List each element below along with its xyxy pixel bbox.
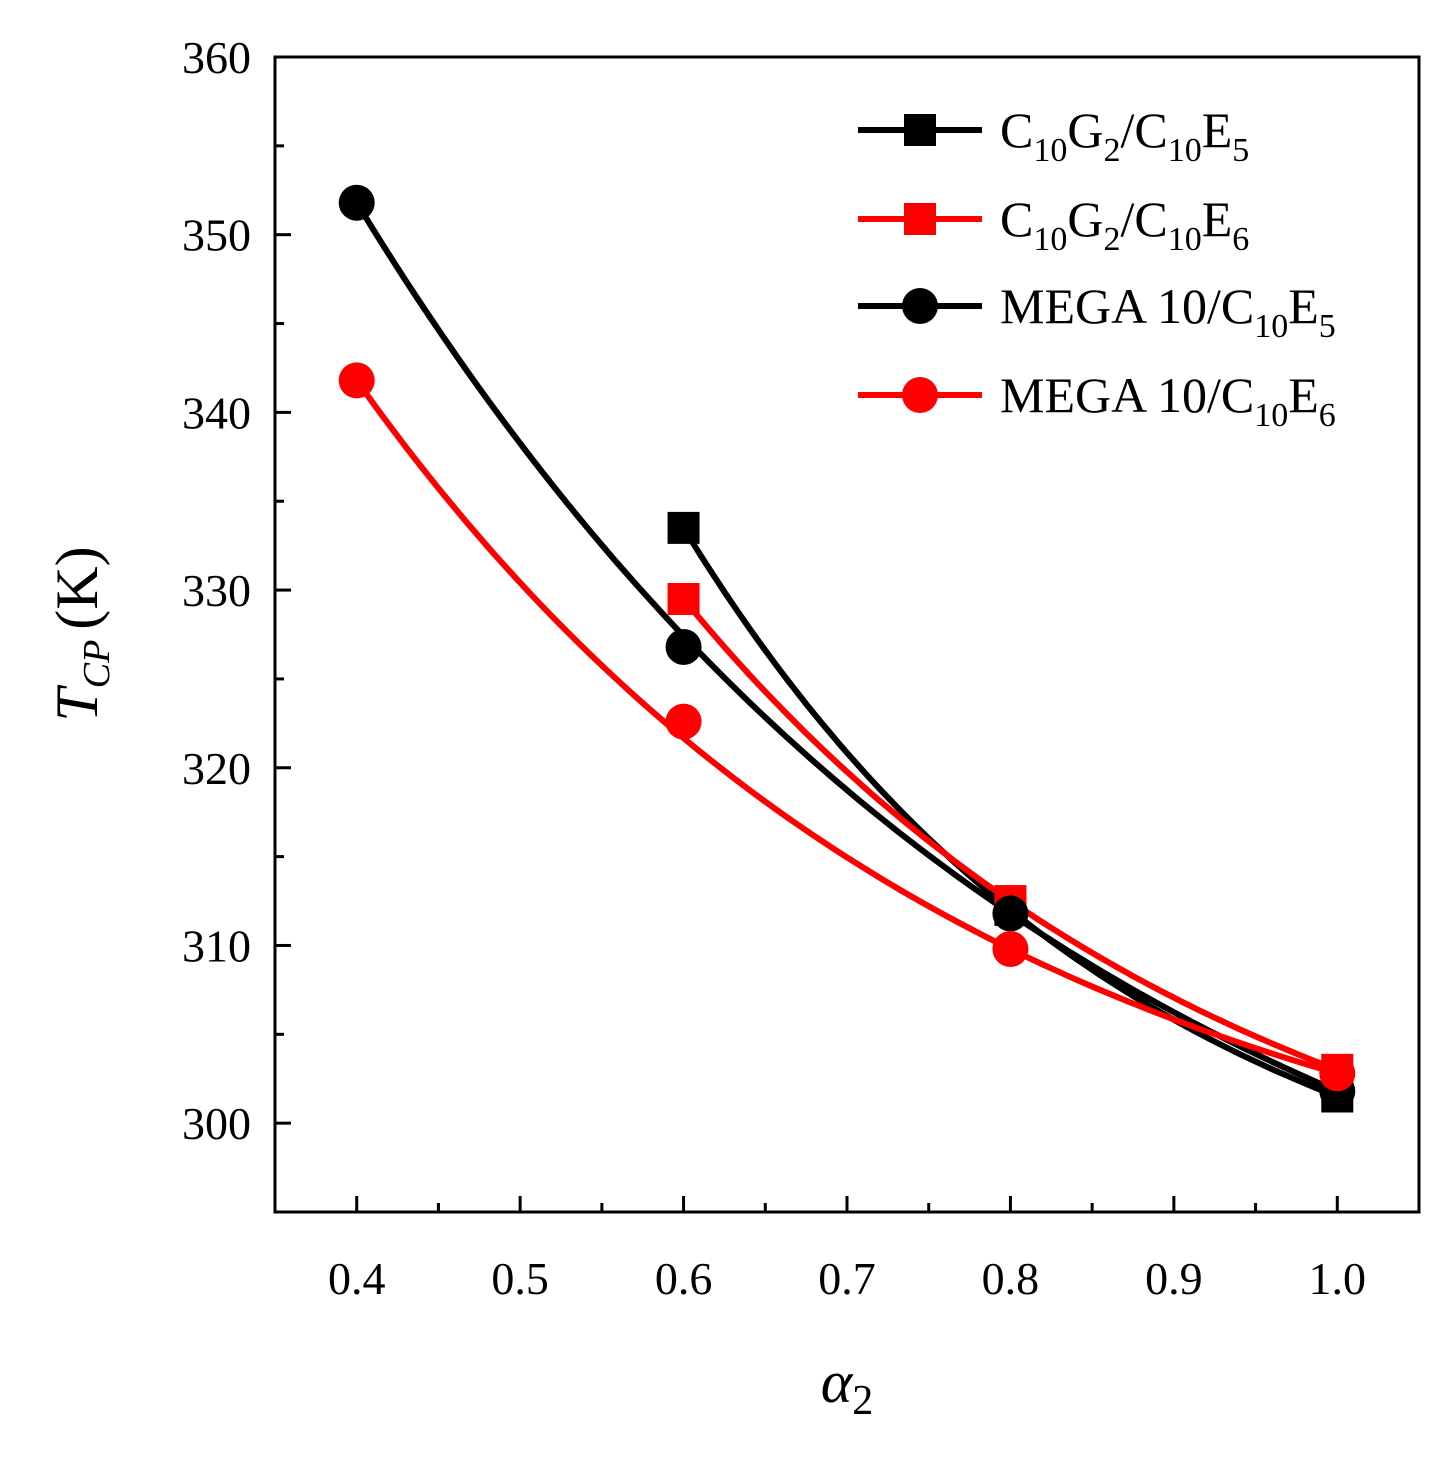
y-tick-label: 310 <box>182 920 251 971</box>
data-point-series-4 <box>1319 1055 1356 1092</box>
legend-marker-4 <box>902 377 938 413</box>
y-tick-label: 360 <box>182 32 251 83</box>
legend-marker-2 <box>904 203 936 235</box>
series-markers <box>338 184 1356 1113</box>
legend-label-4: MEGA 10/C10E6 <box>1000 367 1336 434</box>
legend-marker-1 <box>904 114 936 146</box>
data-point-series-1 <box>667 511 700 544</box>
x-tick-label: 1.0 <box>1309 1253 1367 1304</box>
axis-ticks <box>275 55 1339 1214</box>
legend-label-3: MEGA 10/C10E5 <box>1000 278 1336 345</box>
x-tick-label: 0.7 <box>818 1253 876 1304</box>
y-tick-label: 340 <box>182 387 251 438</box>
tick-labels: 0.4 0.5 0.6 0.7 0.8 0.9 1.0 300 310 320 330 340 350 3… <box>182 32 1366 1304</box>
y-tick-label: 330 <box>182 565 251 616</box>
y-axis-title: TCP(K) <box>44 546 118 721</box>
y-tick-label: 350 <box>182 210 251 261</box>
x-tick-label: 0.4 <box>328 1253 386 1304</box>
legend-label-1: C10G2/C10E5 <box>1000 102 1249 169</box>
legend-label-2: C10G2/C10E6 <box>1000 191 1249 258</box>
x-axis-title: α2 <box>821 1349 874 1424</box>
legend: C10G2/C10E5 C10G2/C10E6 MEGA 10/C10E5 MEGA … <box>858 102 1336 434</box>
legend-marker-3 <box>902 288 938 324</box>
data-point-series-4 <box>338 362 375 399</box>
y-tick-label: 320 <box>182 743 251 794</box>
data-point-series-3 <box>665 628 702 665</box>
x-tick-label: 0.5 <box>491 1253 549 1304</box>
data-point-series-3 <box>992 895 1029 932</box>
series-line-4 <box>354 378 1339 1077</box>
x-tick-label: 0.9 <box>1145 1253 1203 1304</box>
x-tick-label: 0.8 <box>982 1253 1040 1304</box>
data-point-series-3 <box>338 184 375 221</box>
x-tick-label: 0.6 <box>655 1253 713 1304</box>
data-point-series-4 <box>665 703 702 740</box>
data-point-series-2 <box>667 582 700 615</box>
series-line-3 <box>354 201 1339 1094</box>
y-tick-label: 300 <box>182 1098 251 1149</box>
data-point-series-4 <box>992 931 1029 968</box>
